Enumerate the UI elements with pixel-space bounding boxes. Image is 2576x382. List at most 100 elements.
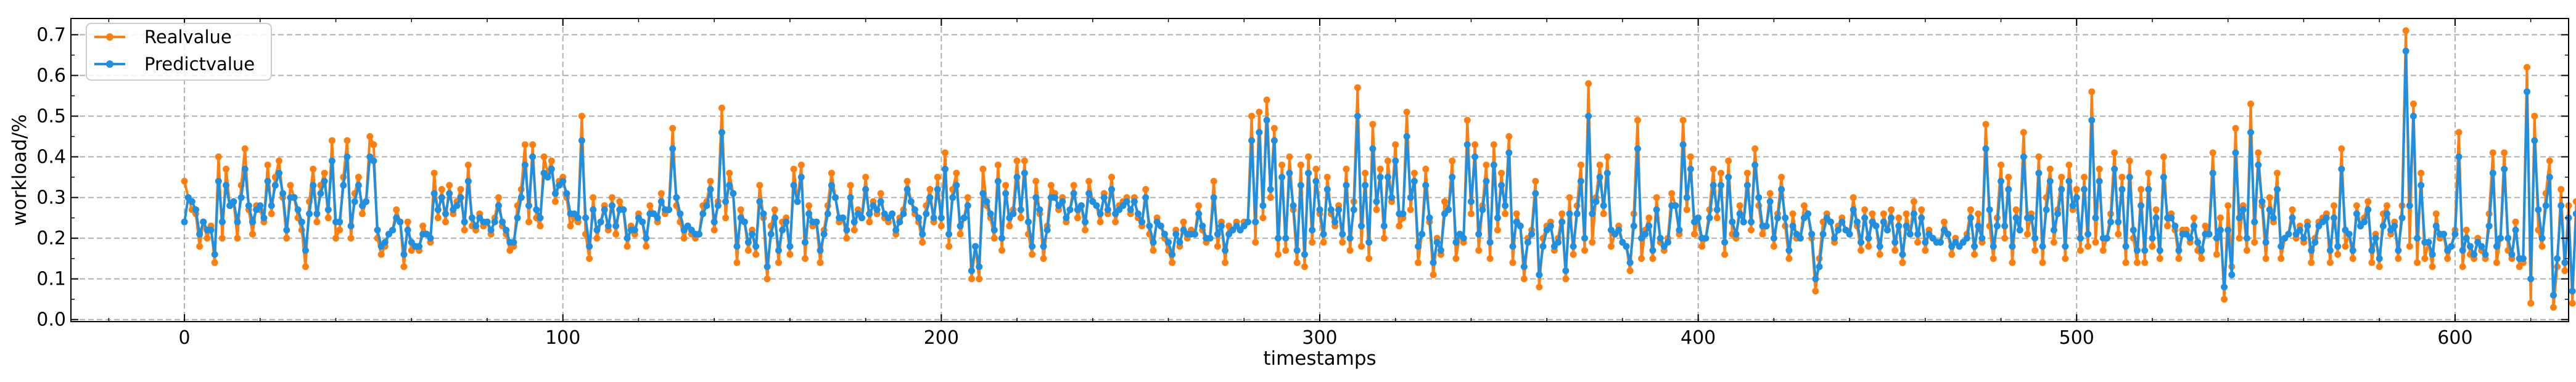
data-point-predictvalue	[2209, 169, 2216, 177]
data-point-realvalue	[1286, 153, 1293, 161]
data-point-predictvalue	[468, 214, 475, 222]
data-point-predictvalue	[786, 243, 794, 250]
data-point-predictvalue	[2448, 243, 2455, 250]
data-point-predictvalue	[2122, 243, 2130, 250]
data-point-predictvalue	[1808, 230, 1816, 238]
data-point-predictvalue	[2138, 202, 2145, 209]
data-point-predictvalue	[457, 194, 464, 201]
data-point-predictvalue	[2274, 185, 2281, 193]
data-point-predictvalue	[710, 218, 718, 226]
data-point-predictvalue	[1040, 243, 1047, 250]
data-point-predictvalue	[1165, 238, 1172, 246]
data-point-predictvalue	[620, 206, 627, 213]
y-tick-label: 0.0	[36, 309, 66, 331]
data-point-realvalue	[1021, 157, 1028, 165]
data-point-realvalue	[1785, 255, 1793, 262]
data-point-realvalue	[710, 226, 718, 234]
data-point-predictvalue	[1717, 182, 1724, 189]
data-point-predictvalue	[1301, 251, 1308, 258]
data-point-realvalue	[1668, 190, 1676, 197]
data-point-predictvalue	[801, 238, 809, 246]
data-point-predictvalue	[1498, 182, 1505, 189]
data-point-predictvalue	[2058, 185, 2065, 193]
data-point-predictvalue	[1748, 218, 1755, 226]
data-point-predictvalue	[1108, 185, 1115, 193]
data-point-predictvalue	[805, 210, 813, 217]
data-point-predictvalue	[1415, 243, 1422, 250]
data-point-realvalue	[1343, 165, 1350, 173]
data-point-realvalue	[623, 243, 631, 250]
series-line-predictvalue	[183, 49, 2576, 297]
data-point-realvalue	[2081, 174, 2088, 181]
data-point-predictvalue	[1891, 238, 1899, 246]
data-point-predictvalue	[2107, 218, 2114, 226]
data-point-predictvalue	[907, 198, 915, 205]
data-point-predictvalue	[1297, 182, 1304, 189]
data-point-predictvalue	[1222, 246, 1229, 254]
data-point-predictvalue	[196, 230, 204, 238]
data-point-predictvalue	[2432, 222, 2440, 230]
data-point-realvalue	[2342, 243, 2349, 250]
data-point-realvalue	[990, 235, 998, 242]
data-point-predictvalue	[381, 238, 389, 246]
legend-label-realvalue: Realvalue	[144, 26, 232, 47]
data-point-predictvalue	[1384, 174, 1391, 181]
data-point-realvalue	[945, 243, 953, 250]
data-point-realvalue	[400, 263, 408, 270]
data-point-predictvalue	[1426, 214, 1433, 222]
data-point-realvalue	[2031, 246, 2039, 254]
data-point-realvalue	[1384, 157, 1391, 165]
data-point-predictvalue	[976, 263, 983, 270]
data-point-predictvalue	[2372, 235, 2379, 242]
data-point-predictvalue	[889, 210, 896, 217]
data-point-predictvalue	[1846, 230, 1853, 238]
data-point-predictvalue	[1634, 145, 1641, 152]
data-point-predictvalue	[1210, 194, 1217, 201]
data-point-predictvalue	[2228, 271, 2236, 278]
data-point-predictvalue	[1581, 235, 1589, 242]
data-point-predictvalue	[2194, 238, 2202, 246]
data-point-predictvalue	[597, 218, 604, 226]
data-point-predictvalue	[2519, 255, 2527, 262]
data-point-predictvalue	[1002, 190, 1010, 197]
data-point-predictvalue	[998, 235, 1006, 242]
data-point-predictvalue	[983, 198, 990, 205]
data-point-predictvalue	[2331, 214, 2338, 222]
data-point-predictvalue	[843, 226, 850, 234]
data-point-realvalue	[1532, 177, 1539, 185]
data-point-predictvalue	[2175, 246, 2183, 254]
data-point-predictvalue	[207, 226, 215, 234]
data-point-predictvalue	[1256, 129, 1263, 136]
data-point-realvalue	[1558, 210, 1566, 217]
data-point-realvalue	[461, 226, 468, 234]
data-point-predictvalue	[1706, 214, 1713, 222]
data-point-realvalue	[446, 182, 453, 189]
data-point-realvalue	[1486, 255, 1494, 262]
data-point-realvalue	[2326, 259, 2334, 266]
data-point-realvalue	[2493, 259, 2500, 266]
data-point-predictvalue	[1713, 206, 1721, 213]
data-point-predictvalue	[1320, 230, 1327, 238]
data-point-realvalue	[976, 275, 983, 283]
data-point-realvalue	[1998, 161, 2005, 169]
data-point-predictvalue	[1339, 230, 1346, 238]
data-point-realvalue	[2209, 149, 2216, 156]
data-point-realvalue	[1112, 218, 1119, 226]
data-point-predictvalue	[2402, 47, 2409, 55]
data-point-realvalue	[2156, 255, 2163, 262]
data-point-predictvalue	[2255, 161, 2262, 169]
data-point-predictvalue	[1858, 238, 1864, 246]
data-point-predictvalue	[942, 165, 949, 173]
data-point-realvalue	[1520, 275, 1528, 283]
data-point-predictvalue	[525, 202, 532, 209]
data-point-predictvalue	[923, 210, 930, 217]
data-point-predictvalue	[1906, 230, 1914, 238]
data-point-predictvalue	[1656, 235, 1664, 242]
data-point-predictvalue	[930, 214, 937, 222]
data-point-predictvalue	[1259, 202, 1267, 209]
data-point-predictvalue	[533, 206, 540, 213]
data-point-predictvalue	[2395, 246, 2402, 254]
data-point-predictvalue	[472, 222, 480, 230]
data-point-predictvalue	[1093, 202, 1100, 209]
data-point-predictvalue	[1494, 214, 1501, 222]
